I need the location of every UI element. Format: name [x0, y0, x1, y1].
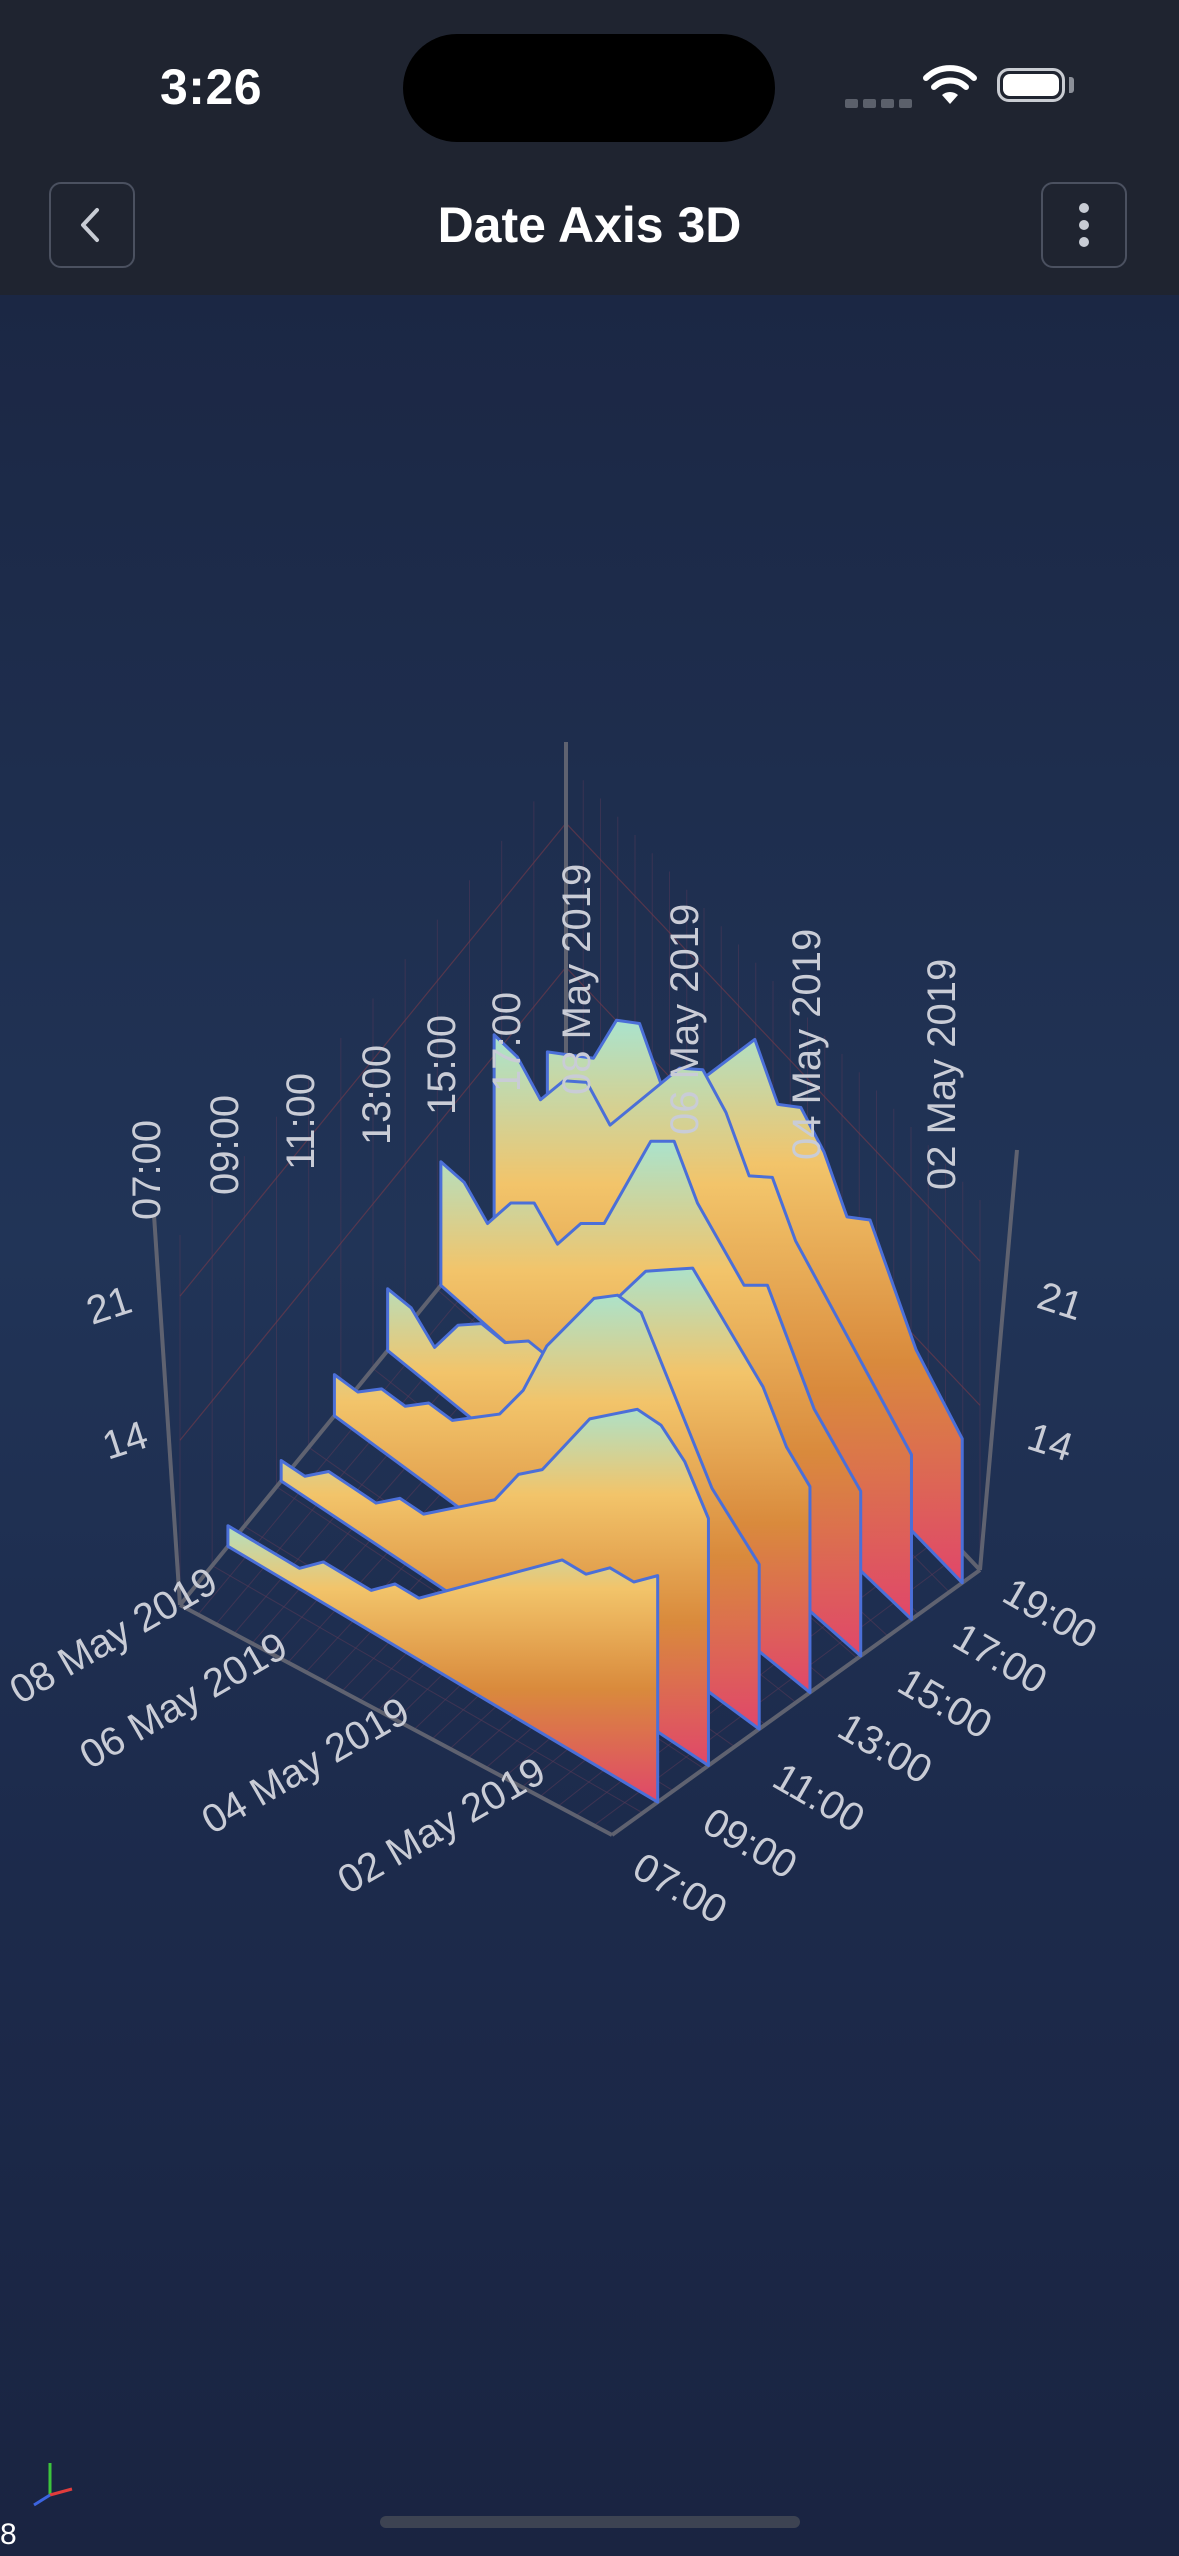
x-tick-label-top: 07:00 [125, 1120, 169, 1220]
x-tick-label-top: 17:00 [485, 992, 529, 1092]
z-tick-label-front: 04 May 2019 [195, 1689, 417, 1843]
wall-grid-line [179, 822, 567, 1297]
axis-line [610, 1568, 982, 1837]
more-options-button[interactable] [1041, 182, 1127, 268]
y-tick-label-left: 21 [81, 1278, 137, 1334]
axis-line [978, 1149, 1019, 1571]
axes-gizmo-icon [33, 2463, 73, 2507]
chevron-left-icon [81, 208, 99, 242]
back-button[interactable] [49, 182, 135, 268]
x-tick-label-top: 09:00 [203, 1095, 247, 1195]
x-tick-label-front: 07:00 [626, 1845, 735, 1933]
axis-line [179, 1603, 613, 1837]
status-time: 3:26 [160, 59, 263, 115]
status-bar: 3:26 [0, 0, 1179, 170]
x-tick-label-front: 09:00 [696, 1800, 805, 1888]
axis-line [152, 1214, 182, 1606]
page-title: Date Axis 3D [437, 197, 742, 253]
x-tick-label-top: 13:00 [355, 1045, 399, 1145]
more-vertical-icon [1079, 203, 1089, 247]
floor-grid-line [211, 1565, 643, 1814]
wall-grid-line [565, 822, 981, 1262]
y-tick-label-right: 21 [1032, 1274, 1088, 1330]
y-tick-label-left: 14 [97, 1413, 153, 1469]
y-tick-label-right: 14 [1022, 1415, 1078, 1471]
cellular-signal-icon [845, 95, 917, 113]
wifi-icon [923, 65, 977, 104]
z-tick-label-top: 06 May 2019 [663, 904, 707, 1135]
z-tick-label-top: 04 May 2019 [785, 929, 829, 1160]
battery-icon [997, 68, 1065, 102]
x-tick-label-front: 11:00 [766, 1755, 872, 1842]
x-tick-label-front: 13:00 [831, 1705, 940, 1793]
dynamic-island [403, 34, 775, 142]
fps-counter: 8 [0, 2518, 17, 2551]
series-group [226, 1018, 964, 1804]
z-tick-label-top: 02 May 2019 [920, 959, 964, 1190]
battery-cap [1069, 77, 1074, 93]
z-tick-label-front: 02 May 2019 [331, 1749, 553, 1903]
x-tick-label-top: 11:00 [279, 1073, 323, 1170]
surface-chart-3d[interactable]: 07:00 09:00 11:00 13:00 15:00 17:00 08 May 201… [0, 295, 1179, 2495]
x-tick-label-top: 15:00 [420, 1015, 464, 1115]
navigation-bar: Date Axis 3D [0, 170, 1179, 295]
home-indicator [380, 2516, 800, 2528]
z-tick-label-top: 08 May 2019 [555, 864, 599, 1095]
series-area [226, 1524, 660, 1804]
